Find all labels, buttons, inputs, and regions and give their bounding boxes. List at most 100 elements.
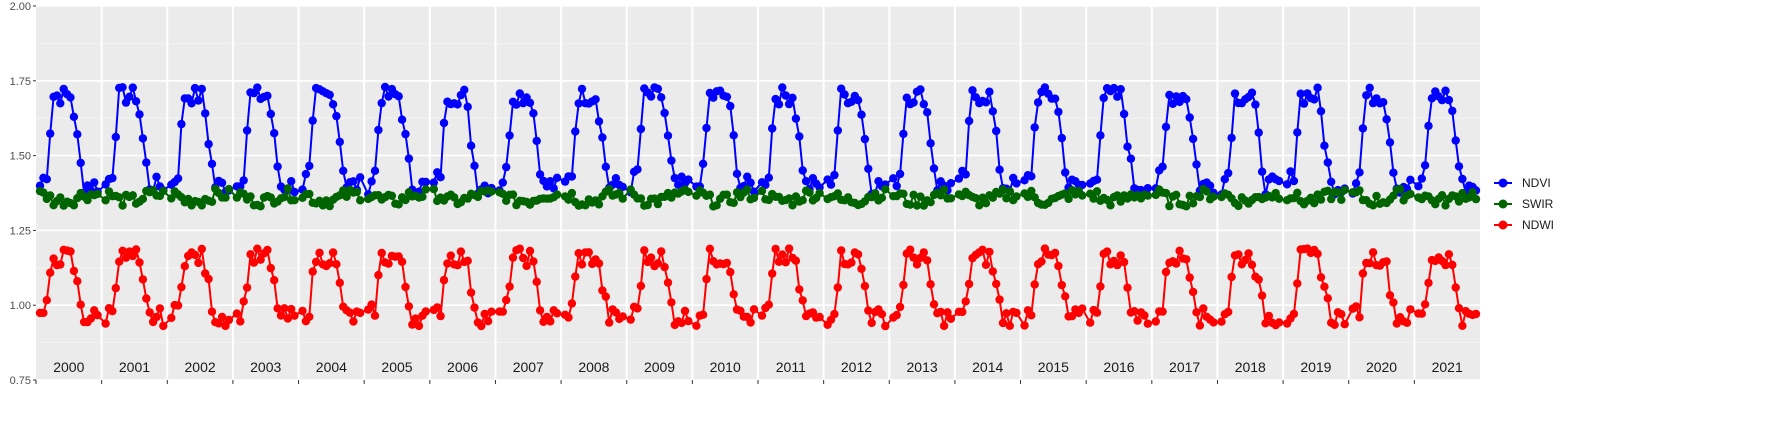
data-point-ndwi [985,247,994,257]
data-point-ndwi [867,318,876,328]
data-point-ndvi [1168,99,1178,109]
data-point-swir [1337,195,1346,204]
data-point-ndvi [328,100,338,109]
data-point-ndwi [177,282,186,292]
data-point-ndwi [280,304,289,313]
data-point-ndvi [892,181,901,191]
data-point-ndwi [414,321,424,331]
data-point-ndvi [1109,83,1119,93]
data-point-ndvi [466,141,476,150]
data-point-ndwi [626,315,635,324]
data-point-ndwi [111,283,121,293]
data-point-swir [280,192,289,202]
data-point-ndwi [1389,298,1398,307]
data-point-ndvi [498,178,507,187]
data-point-ndwi [1161,267,1171,277]
data-point-swir [1310,199,1319,208]
data-point-ndvi [1161,122,1171,132]
data-point-ndwi [564,313,573,322]
data-point-ndvi [919,100,928,109]
data-point-ndvi [646,92,656,101]
data-point-ndvi [270,129,279,138]
data-point-ndwi [377,248,386,258]
data-point-ndvi [660,108,669,118]
data-point-ndvi [674,180,683,189]
data-point-ndvi [470,161,479,170]
data-point-ndwi [1368,248,1378,257]
data-point-ndwi [253,244,262,253]
data-point-ndvi [305,161,314,171]
legend-key-ndwi [1498,220,1508,230]
data-point-ndvi [173,174,183,183]
data-point-ndwi [311,257,321,267]
data-point-swir [815,188,824,198]
data-point-ndwi [466,288,476,297]
data-point-ndwi [1420,300,1430,309]
data-point-ndwi [1261,319,1270,328]
y-tick-label: 1.00 [10,300,31,312]
data-point-ndvi [1362,91,1371,100]
data-point-ndvi [1389,168,1398,177]
data-point-ndwi [374,270,383,280]
y-tick-label: 1.25 [10,225,31,237]
data-point-swir [39,188,48,197]
data-point-ndwi [768,269,777,278]
data-point-ndwi [646,253,656,262]
data-point-ndvi [290,187,299,197]
data-point-ndvi [118,83,127,92]
data-point-ndvi [502,162,511,172]
data-point-ndwi [847,258,856,267]
year-label: 2019 [1300,359,1331,375]
data-point-ndvi [76,158,85,168]
data-point-ndwi [926,280,935,289]
data-point-ndvi [1365,83,1374,93]
data-point-ndwi [757,311,767,320]
data-point-ndwi [892,310,901,320]
data-point-ndvi [864,164,873,173]
data-point-ndwi [774,257,784,266]
data-point-swir [1396,184,1405,194]
data-point-swir [1188,199,1198,208]
data-point-ndvi [781,91,790,100]
data-point-ndwi [159,321,168,331]
data-point-ndvi [152,172,161,181]
data-point-ndvi [981,98,991,107]
data-point-swir [159,186,168,196]
data-point-ndwi [552,309,562,318]
data-point-ndwi [167,313,176,323]
data-point-ndwi [138,275,148,284]
data-point-ndvi [684,175,693,184]
data-point-ndvi [1247,88,1257,97]
data-point-swir [899,189,908,198]
year-label: 2010 [710,359,741,375]
data-point-ndwi [335,278,344,287]
data-point-swir [508,190,518,199]
year-label: 2004 [316,359,347,375]
data-point-ndvi [1420,161,1430,170]
data-point-ndvi [909,98,918,107]
data-point-swir [339,186,348,195]
data-point-ndwi [480,309,489,319]
data-point-ndvi [601,162,610,171]
data-point-ndwi [1244,249,1253,258]
data-point-ndvi [1355,168,1364,177]
data-point-ndvi [204,139,213,149]
data-point-ndvi [1030,123,1039,132]
data-point-ndvi [505,131,514,140]
data-point-ndwi [791,256,801,265]
data-point-swir [618,194,627,203]
data-point-ndwi [155,304,165,313]
data-point-ndwi [1385,291,1395,300]
data-point-ndvi [826,180,836,189]
data-point-ndwi [298,306,307,316]
data-point-swir [56,193,65,202]
data-point-ndwi [535,306,545,315]
data-point-ndwi [946,314,956,323]
data-point-ndvi [397,115,407,124]
data-point-swir [805,188,814,197]
data-point-swir [1078,191,1087,200]
data-point-ndwi [895,302,905,312]
data-point-swir [394,200,403,209]
data-point-ndwi [529,257,538,266]
data-point-ndwi [487,307,496,316]
